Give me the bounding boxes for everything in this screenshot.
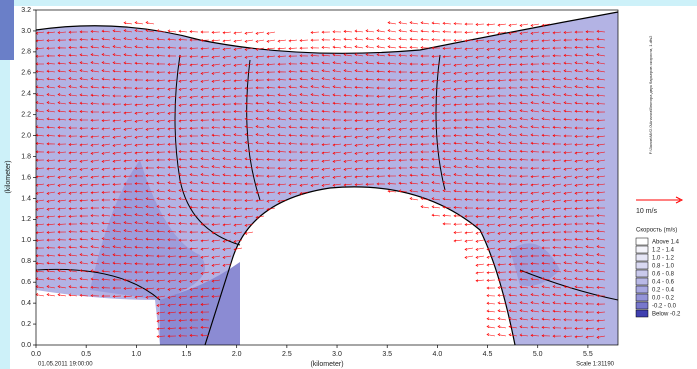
legend-swatch: [635, 285, 649, 294]
y-tick-label: 2.2: [21, 112, 31, 119]
y-tick-label: 1.6: [21, 174, 31, 181]
legend-label: 0.0 - 0.2: [652, 295, 675, 301]
legend-label: 0.6 - 0.8: [652, 271, 675, 277]
flow-vector: [35, 21, 606, 339]
y-tick-label: 1.2: [21, 216, 31, 223]
island: [205, 186, 515, 345]
y-tick-label: 1.8: [21, 153, 31, 160]
y-tick-label: 3.0: [21, 28, 31, 35]
legend-swatch: [635, 293, 649, 302]
x-tick-label: 5.5: [583, 351, 593, 358]
legend-label: 1.2 - 1.4: [652, 247, 675, 253]
y-tick-label: 2.4: [21, 91, 31, 98]
y-tick-label: 0.8: [21, 258, 31, 265]
x-tick-label: 0.0: [31, 351, 41, 358]
legend-swatch: [635, 309, 649, 318]
vector-scale-arrow: [675, 196, 684, 204]
vector-scale-label: 10 m/s: [636, 208, 658, 215]
legend-swatch: [635, 261, 649, 270]
contour: [174, 54, 241, 246]
y-tick-label: 0.0: [21, 342, 31, 349]
y-tick-label: 0.4: [21, 300, 31, 307]
plot-area: [35, 10, 619, 346]
legend-label: 0.4 - 0.6: [652, 279, 675, 285]
file-path: F:\Залив\МИ2.0\Анализ\Вектора двух барье…: [648, 35, 653, 154]
thumbnail: [0, 0, 14, 60]
legend-swatch: [635, 237, 649, 246]
y-tick-label: 1.0: [21, 237, 31, 244]
legend-swatch: [635, 277, 649, 286]
legend-label: 0.8 - 1.0: [652, 263, 675, 269]
x-tick-label: 2.0: [232, 351, 242, 358]
timestamp: 01.05.2011 19:00:00: [38, 362, 93, 368]
land-top: [36, 10, 618, 54]
x-tick-label: 4.5: [483, 351, 493, 358]
legend: Above 1.4 1.2 - 1.4 1.0 - 1.2 0.8 - 1.0 0.6 …: [635, 237, 681, 318]
legend-swatch: [635, 269, 649, 278]
y-tick-label: 2.6: [21, 70, 31, 77]
x-tick-label: 2.5: [282, 351, 292, 358]
low-zone: [510, 243, 560, 286]
x-tick-label: 3.5: [382, 351, 392, 358]
x-axis-label: (kilometer): [310, 361, 343, 368]
y-tick-label: 1.4: [21, 195, 31, 202]
legend-label: Below -0.2: [652, 311, 681, 317]
legend-label: 0.2 - 0.4: [652, 287, 675, 293]
legend-swatch: [635, 245, 649, 254]
x-tick-label: 1.5: [182, 351, 192, 358]
land-left: [36, 290, 160, 345]
legend-label: -0.2 - 0.0: [652, 303, 677, 309]
y-tick-label: 3.2: [21, 7, 31, 14]
low-zone: [160, 262, 240, 345]
legend-title: Скорость (m/s): [636, 228, 677, 234]
x-tick-label: 3.0: [332, 351, 342, 358]
legend-swatch: [635, 253, 649, 262]
x-tick-label: 0.5: [81, 351, 91, 358]
y-tick-label: 2.0: [21, 132, 31, 139]
x-tick-label: 1.0: [131, 351, 141, 358]
y-tick-label: 0.6: [21, 279, 31, 286]
legend-label: 1.0 - 1.2: [652, 255, 675, 261]
y-tick-label: 0.2: [21, 321, 31, 328]
x-tick-label: 5.0: [533, 351, 543, 358]
legend-label: Above 1.4: [652, 239, 680, 245]
y-axis-label: (kilometer): [5, 160, 12, 193]
legend-swatch: [635, 301, 649, 310]
y-tick-label: 2.8: [21, 49, 31, 56]
x-tick-label: 4.0: [433, 351, 443, 358]
scale-text: Scale 1:31190: [576, 362, 615, 368]
